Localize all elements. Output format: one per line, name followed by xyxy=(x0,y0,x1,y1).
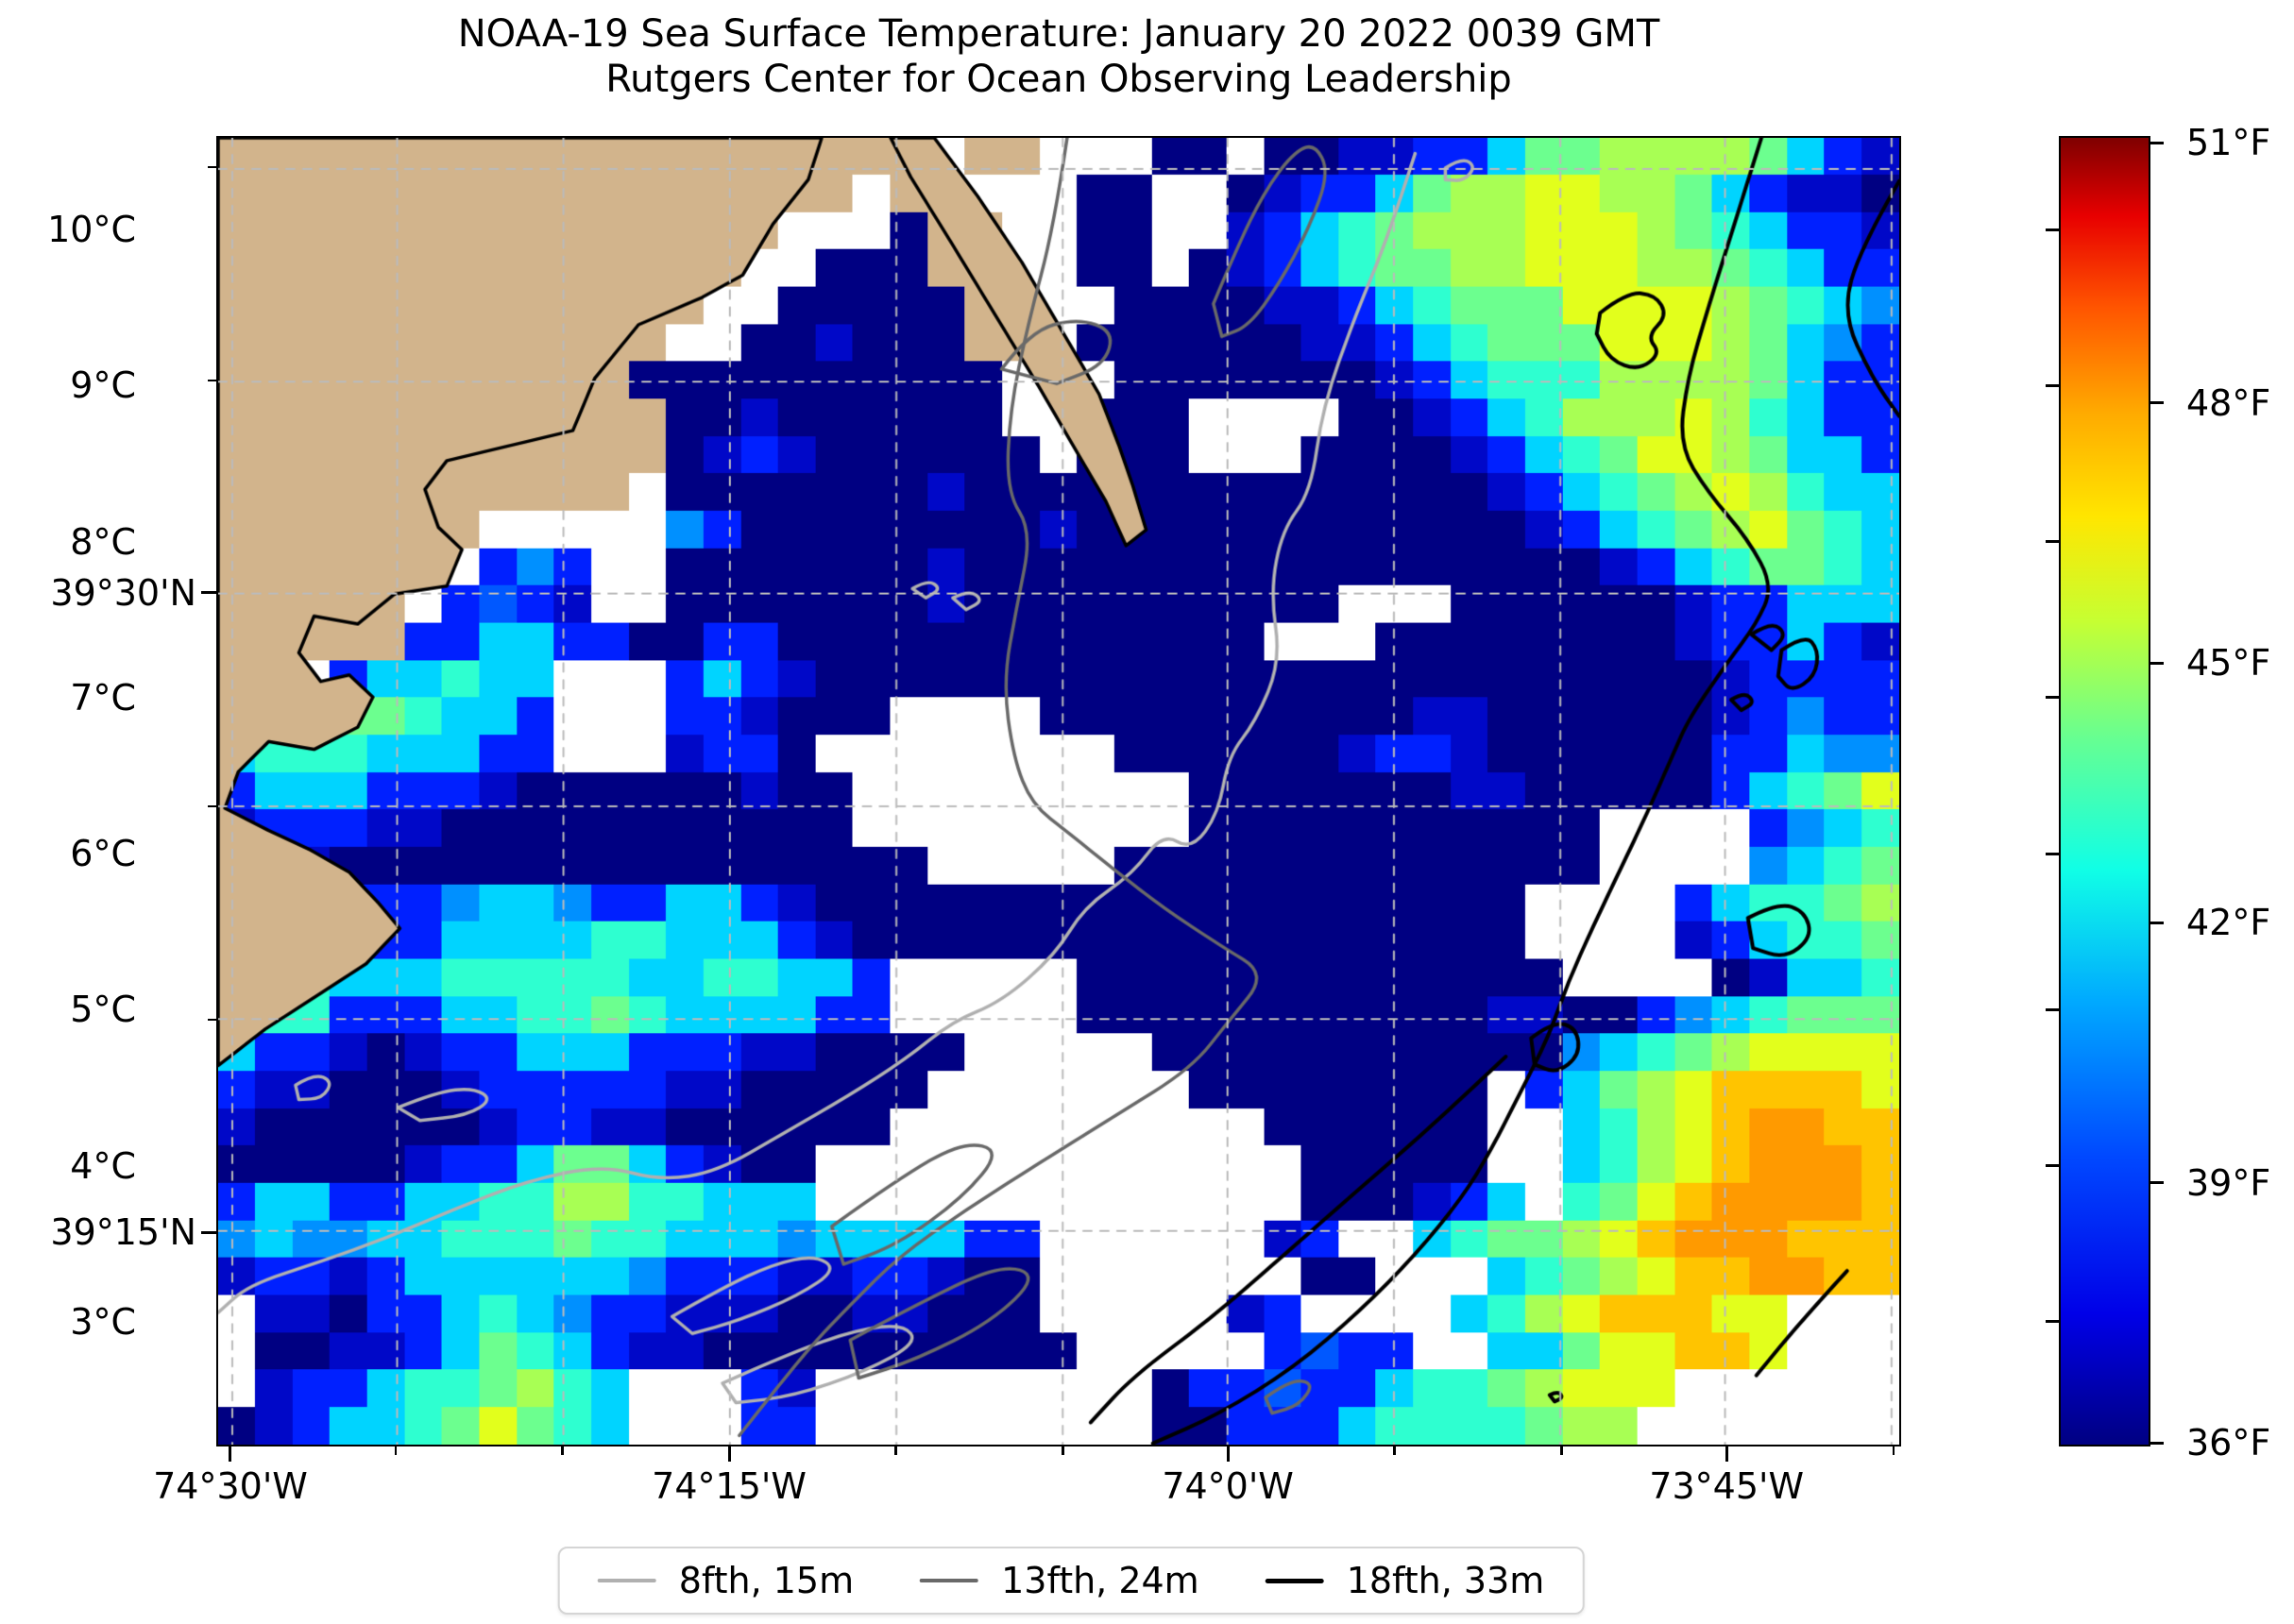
colorbar-fahrenheit-label: 48°F xyxy=(2186,381,2271,424)
lon-major-tick xyxy=(1725,1446,1728,1462)
legend-item: 13fth, 24m xyxy=(920,1560,1199,1601)
legend-label: 13fth, 24m xyxy=(1001,1560,1199,1601)
lat-minor-tick xyxy=(208,379,216,382)
lat-major-tick xyxy=(201,1230,216,1234)
colorbar-celsius-label: 8°C xyxy=(70,520,136,563)
colorbar-celsius-label: 6°C xyxy=(70,833,136,875)
lat-minor-tick xyxy=(208,165,216,169)
lon-minor-tick xyxy=(1062,1446,1064,1455)
colorbar-celsius-label: 4°C xyxy=(70,1144,136,1187)
lat-minor-tick xyxy=(208,804,216,808)
lon-major-tick xyxy=(1226,1446,1230,1462)
colorbar-celsius-label: 9°C xyxy=(70,364,136,407)
colorbar-celsius-label: 5°C xyxy=(70,989,136,1031)
colorbar-celsius-label: 3°C xyxy=(70,1300,136,1343)
colorbar-celsius-tick xyxy=(2046,1164,2059,1168)
colorbar-fahrenheit-label: 45°F xyxy=(2186,642,2271,685)
legend-line-swatch xyxy=(1265,1578,1324,1583)
lat-major-tick xyxy=(201,591,216,595)
chart-title: NOAA-19 Sea Surface Temperature: January… xyxy=(457,12,1660,56)
lon-tick-label: 74°30'W xyxy=(153,1465,308,1507)
lon-minor-tick xyxy=(894,1446,897,1455)
colorbar-fahrenheit-tick xyxy=(2150,401,2164,405)
colorbar-fahrenheit-tick xyxy=(2150,921,2164,924)
colorbar-fahrenheit-tick xyxy=(2150,1441,2164,1445)
legend-line-swatch xyxy=(920,1578,979,1583)
sst-map-frame xyxy=(216,136,1901,1446)
colorbar-celsius-tick xyxy=(2046,1007,2059,1011)
colorbar-fahrenheit-tick xyxy=(2150,1181,2164,1185)
lat-tick-label: 39°15'N xyxy=(50,1211,196,1254)
lon-tick-label: 74°0'W xyxy=(1162,1465,1294,1507)
colorbar-celsius-tick xyxy=(2046,540,2059,544)
lat-minor-tick xyxy=(208,1018,216,1022)
colorbar-fahrenheit-label: 42°F xyxy=(2186,902,2271,944)
colorbar-fahrenheit-label: 39°F xyxy=(2186,1161,2271,1204)
colorbar-celsius-tick xyxy=(2046,228,2059,231)
colorbar-celsius-label: 10°C xyxy=(47,209,136,251)
legend-label: 8fth, 15m xyxy=(678,1560,855,1601)
temperature-colorbar xyxy=(2059,136,2150,1446)
sst-map-canvas xyxy=(218,138,1899,1445)
colorbar-fahrenheit-label: 36°F xyxy=(2186,1422,2271,1464)
lon-major-tick xyxy=(727,1446,731,1462)
colorbar-fahrenheit-label: 51°F xyxy=(2186,122,2271,164)
legend-item: 8fth, 15m xyxy=(597,1560,855,1601)
colorbar-celsius-tick xyxy=(2046,1320,2059,1324)
lon-minor-tick xyxy=(1393,1446,1396,1455)
lon-minor-tick xyxy=(1560,1446,1563,1455)
legend-label: 18fth, 33m xyxy=(1346,1560,1545,1601)
bathymetry-legend: 8fth, 15m 13fth, 24m 18fth, 33m xyxy=(557,1547,1585,1615)
colorbar-celsius-label: 7°C xyxy=(70,676,136,719)
colorbar-fahrenheit-tick xyxy=(2150,661,2164,665)
lon-tick-label: 73°45'W xyxy=(1649,1465,1805,1507)
lon-minor-tick xyxy=(394,1446,398,1455)
lat-tick-label: 39°30'N xyxy=(50,571,196,614)
lon-minor-tick xyxy=(561,1446,564,1455)
lon-major-tick xyxy=(229,1446,232,1462)
colorbar-celsius-tick xyxy=(2046,852,2059,855)
lon-tick-label: 74°15'W xyxy=(652,1465,807,1507)
legend-line-swatch xyxy=(597,1579,656,1582)
colorbar-fahrenheit-tick xyxy=(2150,141,2164,144)
lon-minor-tick xyxy=(1892,1446,1895,1455)
chart-subtitle: Rutgers Center for Ocean Observing Leade… xyxy=(605,58,1512,101)
colorbar-celsius-tick xyxy=(2046,696,2059,700)
colorbar-celsius-tick xyxy=(2046,383,2059,387)
legend-item: 18fth, 33m xyxy=(1265,1560,1545,1601)
